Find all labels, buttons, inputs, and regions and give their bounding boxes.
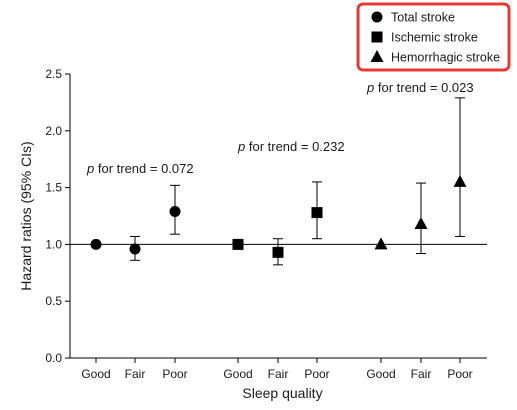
y-tick-label: 2.5 (45, 67, 62, 81)
x-tick-label: Fair (411, 367, 432, 381)
chart-marks: p for trend = 0.072 p for trend = 0.232 p … (86, 80, 474, 266)
axes: 0.0 0.5 1.0 1.5 2.0 2.5 Hazard ratios (95% CIs… (18, 67, 487, 401)
data-point-circle (169, 205, 181, 217)
data-point-triangle (453, 174, 467, 187)
x-tick-label: Fair (268, 367, 289, 381)
x-tick-label: Good (81, 367, 110, 381)
legend-box (356, 2, 511, 72)
data-point-triangle (414, 216, 428, 229)
legend-label: Ischemic stroke (391, 31, 478, 45)
trend-annotation: p for trend = 0.072 (86, 161, 194, 176)
data-point-square (272, 246, 284, 258)
x-tick-label: Poor (304, 367, 329, 381)
x-tick-label: Poor (447, 367, 472, 381)
y-axis-title: Hazard ratios (95% CIs) (18, 141, 34, 290)
data-point-square (311, 207, 323, 219)
legend-marker-circle (371, 11, 383, 23)
trend-annotation: p for trend = 0.023 (366, 80, 474, 95)
y-tick-label: 0.5 (45, 294, 62, 308)
legend-label: Total stroke (391, 11, 455, 25)
legend-label: Hemorrhagic stroke (391, 51, 500, 65)
y-tick-label: 2.0 (45, 124, 62, 138)
x-tick-label: Poor (162, 367, 187, 381)
data-point-triangle (374, 237, 388, 250)
trend-annotation: p for trend = 0.232 (237, 139, 345, 154)
x-tick-label: Good (366, 367, 395, 381)
x-tick-label: Good (223, 367, 252, 381)
y-tick-label: 1.0 (45, 237, 62, 251)
data-point-circle (90, 238, 102, 250)
x-axis-title: Sleep quality (242, 385, 322, 401)
legend-marker-square (371, 31, 383, 43)
data-point-circle (129, 243, 141, 255)
data-point-square (232, 238, 244, 250)
legend-marker-triangle (370, 50, 384, 62)
legend: Total stroke Ischemic stroke Hemorrhagic s… (356, 2, 511, 72)
y-tick-label: 0.0 (45, 351, 62, 365)
x-tick-label: Fair (125, 367, 146, 381)
y-tick-label: 1.5 (45, 181, 62, 195)
